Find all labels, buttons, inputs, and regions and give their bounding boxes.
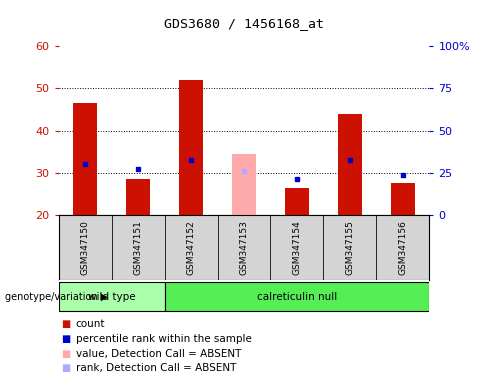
Text: GSM347151: GSM347151 [134, 220, 142, 275]
Bar [164, 215, 218, 280]
Text: GDS3680 / 1456168_at: GDS3680 / 1456168_at [164, 17, 324, 30]
Text: percentile rank within the sample: percentile rank within the sample [76, 334, 251, 344]
Text: genotype/variation ▶: genotype/variation ▶ [5, 291, 108, 302]
Text: ■: ■ [61, 349, 70, 359]
Text: wild type: wild type [88, 291, 135, 302]
Bar [179, 80, 203, 215]
Bar [338, 114, 362, 215]
Bar [73, 103, 97, 215]
Bar [270, 215, 324, 280]
Bar [232, 154, 256, 215]
Bar [59, 215, 112, 280]
Text: rank, Detection Call = ABSENT: rank, Detection Call = ABSENT [76, 363, 236, 373]
Bar [376, 215, 429, 280]
Text: GSM347153: GSM347153 [240, 220, 248, 275]
Bar [285, 188, 309, 215]
Bar [112, 215, 164, 280]
Text: GSM347154: GSM347154 [292, 220, 302, 275]
Text: ■: ■ [61, 363, 70, 373]
Text: GSM347152: GSM347152 [186, 220, 196, 275]
Text: GSM347155: GSM347155 [346, 220, 354, 275]
Bar [126, 179, 150, 215]
Bar [218, 215, 270, 280]
Text: GSM347156: GSM347156 [398, 220, 407, 275]
Text: ■: ■ [61, 334, 70, 344]
Text: count: count [76, 319, 105, 329]
Bar [391, 184, 415, 215]
Text: ■: ■ [61, 319, 70, 329]
Bar [59, 282, 164, 311]
Text: calreticulin null: calreticulin null [257, 291, 337, 302]
Bar [164, 282, 429, 311]
Bar [324, 215, 376, 280]
Text: value, Detection Call = ABSENT: value, Detection Call = ABSENT [76, 349, 241, 359]
Text: GSM347150: GSM347150 [81, 220, 90, 275]
